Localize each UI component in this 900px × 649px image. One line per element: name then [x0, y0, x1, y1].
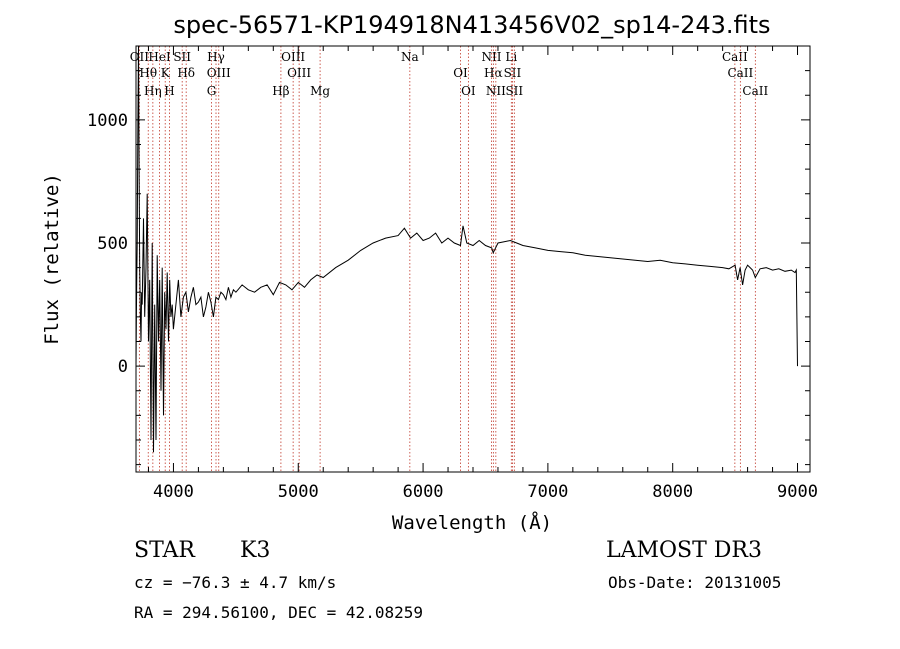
line-label-21: Li	[505, 50, 517, 64]
line-label-4: K	[161, 66, 171, 80]
spectrum-line	[135, 45, 798, 453]
line-label-3: HeI	[148, 50, 171, 64]
line-label-14: Mg	[310, 84, 330, 98]
line-label-2: Hη	[144, 84, 162, 98]
line-label-16: OI	[453, 66, 468, 80]
y-axis-label: Flux (relative)	[41, 173, 63, 345]
object-subclass: K3	[240, 538, 271, 563]
line-label-26: CaII	[742, 84, 768, 98]
plot-frame	[135, 45, 811, 473]
line-label-22: SII	[504, 66, 522, 80]
x-tick-label-4: 8000	[652, 482, 693, 502]
line-label-13: OIII	[287, 66, 311, 80]
line-label-15: Na	[401, 50, 419, 64]
line-label-17: OI	[461, 84, 476, 98]
line-label-19: Hα	[484, 66, 503, 80]
line-label-10: OIII	[207, 66, 231, 80]
line-label-24: CaII	[722, 50, 748, 64]
y-tick-label-1: 500	[97, 234, 128, 254]
redshift-text: cz = −76.3 ± 4.7 km/s	[134, 573, 337, 592]
x-tick-label-1: 5000	[278, 482, 319, 502]
line-label-11: Hβ	[272, 84, 289, 98]
x-axis-label: Wavelength (Å)	[392, 511, 552, 534]
obs-date: Obs-Date: 20131005	[608, 573, 782, 592]
x-tick-label-0: 4000	[153, 482, 194, 502]
line-label-23: SII	[505, 84, 523, 98]
line-label-20: NII	[486, 84, 506, 98]
line-label-5: H	[164, 84, 174, 98]
line-label-12: OIII	[281, 50, 305, 64]
line-label-7: Hδ	[177, 66, 195, 80]
line-markers: OII Hθ Hη HeI KH SII Hδ G Hγ OIII Hβ OIII OIII Mg Na OI…	[130, 46, 768, 472]
axes: 4000 5000 6000 7000 8000 9000 0 500 1000	[87, 45, 818, 502]
coordinates-text: RA = 294.56100, DEC = 42.08259	[134, 603, 423, 622]
line-label-6: SII	[173, 50, 191, 64]
y-tick-label-0: 0	[118, 357, 128, 377]
line-label-9: Hγ	[207, 50, 225, 64]
spectrum-series	[135, 45, 798, 453]
object-class: STAR	[134, 538, 195, 563]
y-tick-label-2: 1000	[87, 111, 128, 131]
chart-title: spec-56571-KP194918N413456V02_sp14-243.f…	[173, 11, 770, 39]
line-label-8: G	[207, 84, 217, 98]
x-tick-label-3: 7000	[527, 482, 568, 502]
line-label-1: Hθ	[139, 66, 157, 80]
x-tick-label-2: 6000	[403, 482, 444, 502]
line-label-0: OII	[130, 50, 150, 64]
survey-name: LAMOST DR3	[606, 538, 762, 563]
line-label-18: NII	[481, 50, 501, 64]
x-tick-label-5: 9000	[777, 482, 818, 502]
line-label-25: CaII	[727, 66, 753, 80]
